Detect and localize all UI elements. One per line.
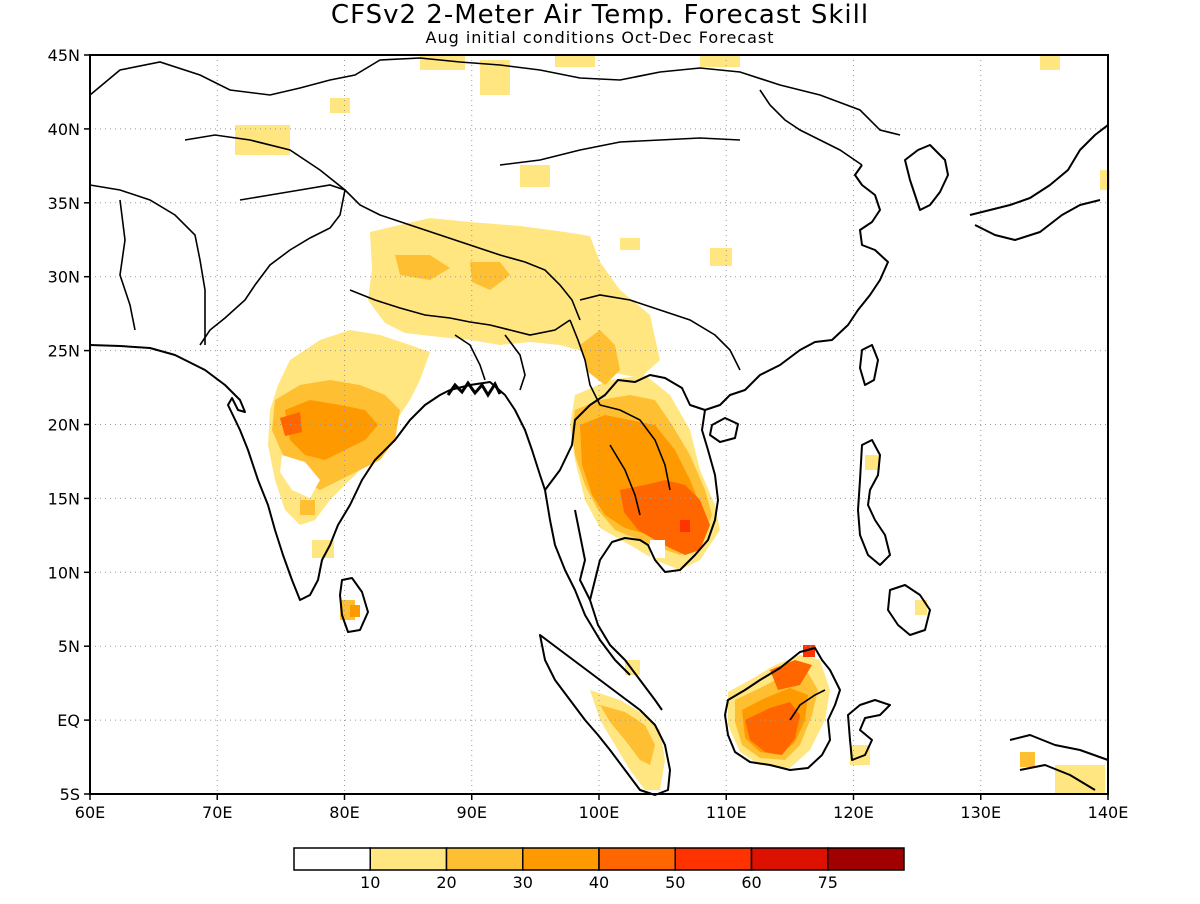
lat-tick-label: 35N [48,194,80,213]
lat-tick-label: 5N [58,637,80,656]
bangladesh-delta [446,380,502,398]
colorbar-swatch [827,847,905,871]
coastlines [89,124,1109,796]
colorbar-swatch [445,847,524,871]
colorbar-swatch [293,847,371,871]
lat-tick-label: 30N [48,268,80,287]
lon-tick-label: 70E [202,803,232,822]
skill-below-10-patches [280,455,665,558]
axis-ticks: 60E 70E 80E 90E 100E 110E 120E 130E 140E 45N 40N 35… [48,46,1129,822]
colorbar-swatch [750,847,829,871]
lat-tick-label: 40N [48,120,80,139]
colorbar-label: 10 [360,873,380,892]
colorbar-label: 75 [818,873,838,892]
skill-shading [235,55,1110,795]
lon-tick-label: 120E [833,803,874,822]
graticule [90,55,1108,794]
lat-tick-label: 25N [48,342,80,361]
colorbar-swatch [674,847,753,871]
colorbar-label: 30 [513,873,533,892]
lat-tick-label: 10N [48,563,80,582]
skill-level-40-50 [280,412,812,755]
lat-tick-label: 45N [48,46,80,65]
colorbar-label: 60 [741,873,761,892]
colorbar-swatch [369,847,448,871]
lon-tick-label: 80E [329,803,359,822]
lat-tick-label: 20N [48,416,80,435]
lon-tick-label: 130E [960,803,1001,822]
chart-subtitle: Aug initial conditions Oct-Dec Forecast [425,28,775,47]
colorbar: 10 20 30 40 50 60 75 [293,847,905,892]
colorbar-label: 20 [436,873,456,892]
lon-tick-label: 90E [457,803,487,822]
lat-tick-label: 15N [48,489,80,508]
lat-tick-label: EQ [57,711,80,730]
lon-tick-label: 110E [706,803,747,822]
chart-title: CFSv2 2-Meter Air Temp. Forecast Skill [330,0,870,30]
colorbar-swatch [598,847,676,871]
colorbar-label: 40 [589,873,609,892]
lon-tick-label: 140E [1088,803,1129,822]
colorbar-label: 50 [665,873,685,892]
lon-tick-label: 60E [75,803,105,822]
lat-tick-label: 5S [60,785,80,804]
country-borders [89,57,901,721]
lon-tick-label: 100E [579,803,620,822]
colorbar-swatch [522,847,600,871]
